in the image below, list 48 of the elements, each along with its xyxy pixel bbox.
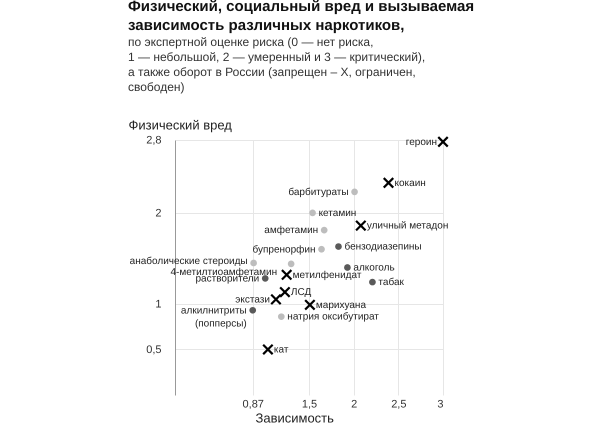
y-axis-title: Физический вред <box>128 118 232 132</box>
point <box>279 286 291 298</box>
x-tick-label: 2,5 <box>391 398 406 410</box>
y-tick-label: 2 <box>155 207 162 220</box>
annotation: экстази <box>235 294 270 306</box>
point <box>344 264 351 271</box>
point <box>351 188 358 196</box>
annotation: кокаин <box>394 178 426 189</box>
point <box>249 306 256 314</box>
annotation: бупренорфин <box>252 244 316 256</box>
x-tick-label: 3 <box>437 398 444 410</box>
x-tick-label: 1,5 <box>302 398 318 410</box>
annotation: кат <box>274 344 289 356</box>
annotation: уличный метадон <box>366 220 448 232</box>
annotation: ЛСД <box>290 287 312 298</box>
chart-subtitle: по экспертной оценке риска (0 — нет риска, 1 — небольшой, 2 — умеренный и 3 — критический), а также оборот в России (запрещен – X, ограничен, свободен) <box>128 35 426 94</box>
x-axis-title: Зависимость <box>256 410 334 426</box>
annotation: табак <box>378 277 405 288</box>
point <box>250 260 257 266</box>
y-tick-label: 2,8 <box>146 134 162 146</box>
point <box>354 220 367 232</box>
point <box>318 246 325 253</box>
chart-title: Физический, социальный вред и вызываемая зависимость различных наркотиков, <box>128 0 474 34</box>
annotation: марихуана <box>316 300 366 311</box>
point <box>309 210 316 216</box>
point <box>304 298 316 311</box>
annotation: натрия оксибутират <box>287 312 380 323</box>
annotation: барбитураты <box>288 186 349 198</box>
annotation: кетамин <box>318 208 356 219</box>
y-tick-label: 0,5 <box>146 344 162 356</box>
point <box>278 313 285 320</box>
annotation: амфетамин <box>264 225 318 236</box>
point <box>369 278 376 286</box>
point <box>262 344 274 356</box>
point <box>270 294 282 306</box>
point <box>437 136 449 148</box>
y-tick-label: 1 <box>155 298 162 310</box>
x-tick-label: 0,87 <box>242 398 264 410</box>
point <box>280 268 293 281</box>
x-tick-label: 2 <box>351 398 358 410</box>
point <box>288 260 294 268</box>
point <box>335 243 342 250</box>
annotation: анаболические стероиды <box>130 256 248 267</box>
annotation: алкилнитриты (попперсы) <box>180 305 247 330</box>
point <box>382 176 394 189</box>
point <box>320 226 328 234</box>
annotation: героин <box>406 136 437 148</box>
annotation: бензодиазепины <box>344 242 422 253</box>
